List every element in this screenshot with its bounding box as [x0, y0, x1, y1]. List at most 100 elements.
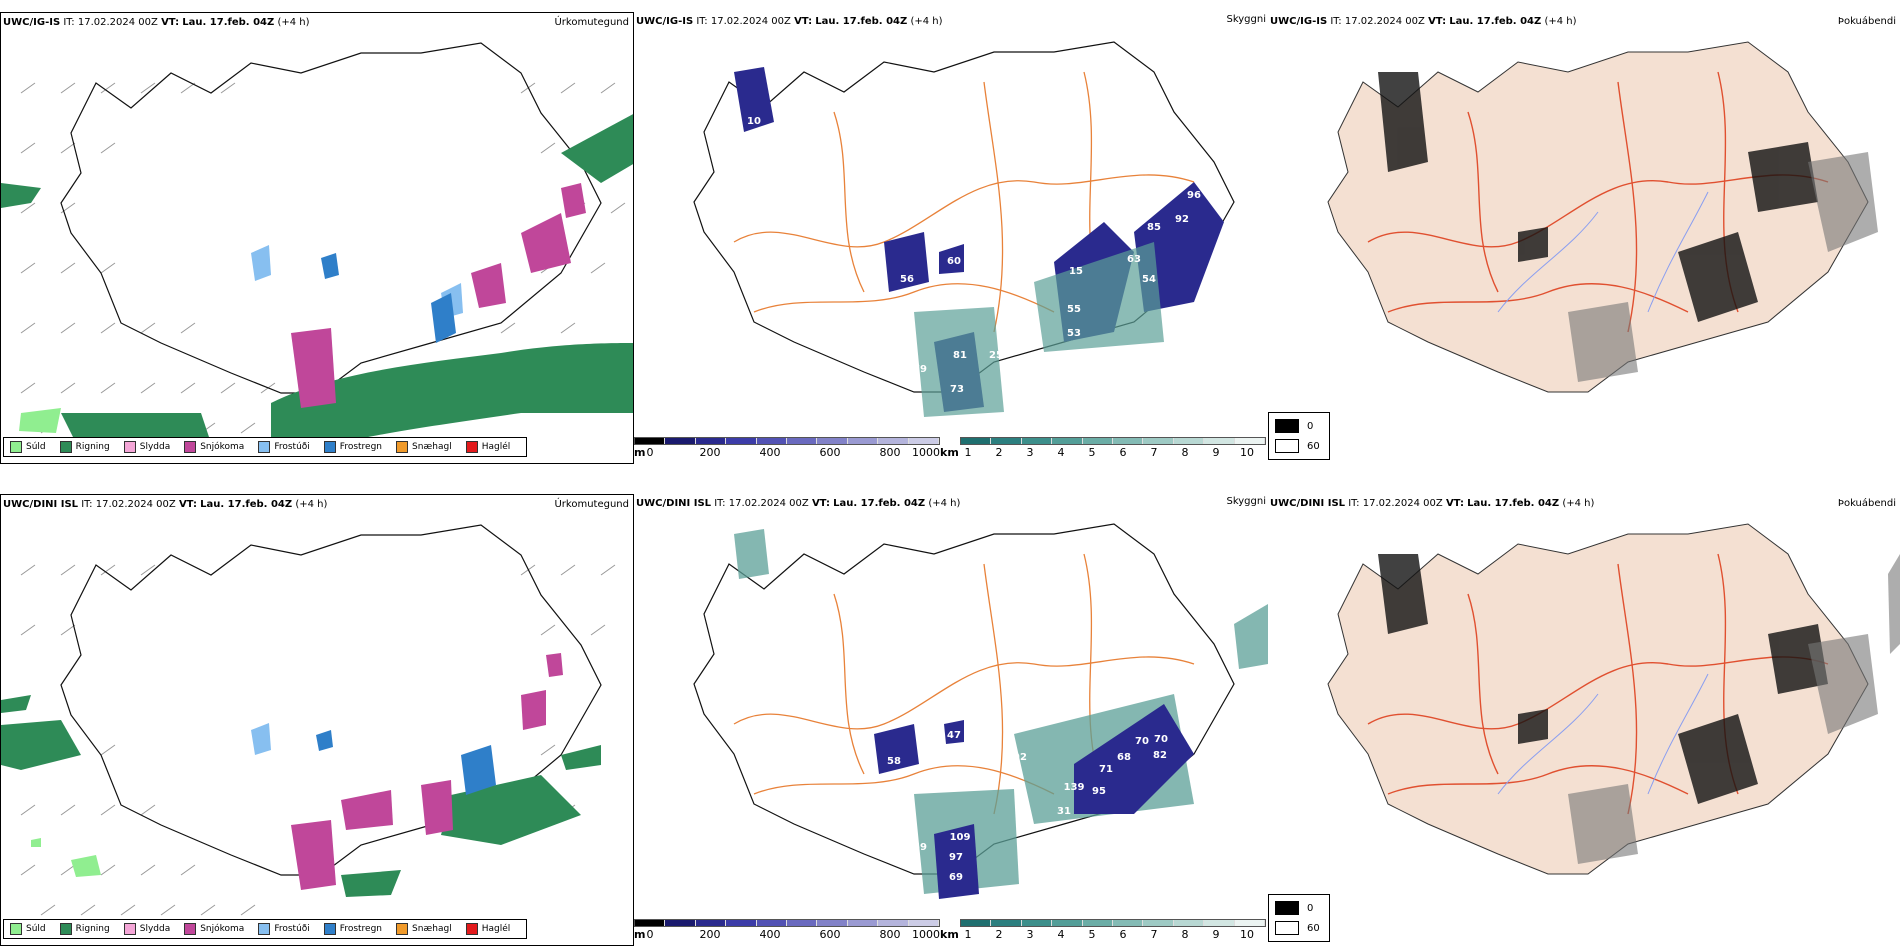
cloud-label: 70	[1135, 736, 1149, 747]
ceiling-colorbar	[634, 437, 940, 445]
cloud-label: 54	[1142, 274, 1156, 285]
swatch	[396, 441, 409, 453]
cloud-label: 73	[950, 384, 964, 395]
cloud-label: 60	[947, 256, 961, 267]
cloud-label: 79	[913, 364, 927, 375]
cloud-label: 92	[1175, 214, 1189, 225]
cloud-map: 10 56 60 108 15 55 53 81 79 73 25 96 92 …	[693, 41, 1235, 417]
cloud-label: 68	[1117, 752, 1131, 763]
legend-item: Frostúði	[258, 441, 310, 453]
visibility-unit: km	[940, 928, 959, 941]
swatch	[59, 923, 72, 935]
cloud-label: 15	[1069, 266, 1083, 277]
ceiling-unit: m	[634, 446, 646, 459]
precip-panel-bottom: UWC/DINI ISL IT: 17.02.2024 00Z VT: Lau.…	[0, 494, 634, 946]
legend-item: Snjókoma	[184, 441, 244, 453]
cloud-label: 97	[949, 852, 963, 863]
cloud-label: 25	[989, 350, 1003, 361]
precip-panel-top: UWC/IG-IS IT: 17.02.2024 00Z VT: Lau. 17…	[0, 12, 634, 464]
cloud-label: 139	[1064, 782, 1085, 793]
legend-item: Slydda	[123, 923, 170, 935]
swatch	[258, 441, 271, 453]
cloud-label: 10	[747, 116, 761, 127]
visibility-colorbar	[960, 919, 1266, 927]
panel-title: UWC/IG-IS IT: 17.02.2024 00Z VT: Lau. 17…	[1270, 16, 1577, 27]
swatch	[184, 441, 197, 453]
legend-item: Haglél	[465, 441, 510, 453]
cloud-label: 85	[1147, 222, 1161, 233]
swatch	[10, 441, 22, 453]
visibility-unit: km	[940, 446, 959, 459]
legend-item: Snæhagl	[396, 441, 452, 453]
cloud-label: 56	[900, 274, 914, 285]
swatch	[323, 923, 336, 935]
fog-map	[1327, 523, 1900, 875]
fog-map	[1327, 41, 1878, 393]
ceiling-colorbar	[634, 919, 940, 927]
cloud-title: Skyggni	[1226, 496, 1266, 507]
legend-item: Frostúði	[258, 923, 310, 935]
cloud-label: 74	[1175, 666, 1189, 677]
cloud-label: 95	[1092, 786, 1106, 797]
cloud-label: 31	[1057, 806, 1071, 817]
swatch	[258, 923, 271, 935]
precip-title: Úrkomutegund	[554, 499, 629, 510]
legend-item: Súld	[10, 923, 46, 935]
swatch	[396, 923, 409, 935]
legend-item: 60	[1275, 439, 1320, 453]
cloud-title: Skyggni	[1226, 14, 1266, 25]
cloud-map: 58 47 92 139 71 68 70 70 82 74 95 31 109…	[693, 523, 1268, 899]
fog-panel-bottom: UWC/DINI ISL IT: 17.02.2024 00Z VT: Lau.…	[1268, 494, 1900, 946]
fog-title: Þokuábendi	[1837, 16, 1896, 27]
precip-map	[1, 524, 616, 916]
fog-panel-top: UWC/IG-IS IT: 17.02.2024 00Z VT: Lau. 17…	[1268, 12, 1900, 464]
precip-legend: Súld Rigning Slydda Snjókoma Frostúði Fr…	[3, 919, 528, 939]
swatch	[465, 441, 478, 453]
cloud-panel-bottom: UWC/DINI ISL IT: 17.02.2024 00Z VT: Lau.…	[634, 494, 1268, 946]
swatch	[465, 923, 478, 935]
precip-title: Úrkomutegund	[554, 17, 629, 28]
cloud-label: 53	[1067, 328, 1081, 339]
precip-map	[1, 42, 633, 453]
legend-item: Frostregn	[323, 441, 382, 453]
swatch	[123, 441, 136, 453]
cloud-label: 47	[947, 730, 961, 741]
panel-title: UWC/DINI ISL IT: 17.02.2024 00Z VT: Lau.…	[636, 498, 961, 509]
panel-title: UWC/IG-IS IT: 17.02.2024 00Z VT: Lau. 17…	[3, 17, 310, 28]
legend-item: Súld	[10, 441, 46, 453]
cloud-label: 59	[913, 842, 927, 853]
cloud-panel-top: UWC/IG-IS IT: 17.02.2024 00Z VT: Lau. 17…	[634, 12, 1268, 464]
panel-title: UWC/IG-IS IT: 17.02.2024 00Z VT: Lau. 17…	[636, 16, 943, 27]
panel-title: UWC/DINI ISL IT: 17.02.2024 00Z VT: Lau.…	[3, 499, 328, 510]
cloud-label: 81	[953, 350, 967, 361]
legend-item: Rigning	[59, 923, 110, 935]
legend-item: Snjókoma	[184, 923, 244, 935]
panel-title: UWC/DINI ISL IT: 17.02.2024 00Z VT: Lau.…	[1270, 498, 1595, 509]
fog-legend: 0 60	[1268, 894, 1330, 942]
ceiling-unit: m	[634, 928, 646, 941]
legend-item: 0	[1275, 419, 1313, 433]
fog-title: Þokuábendi	[1837, 498, 1896, 509]
visibility-colorbar	[960, 437, 1266, 445]
cloud-label: 109	[950, 832, 971, 843]
legend-item: Frostregn	[323, 923, 382, 935]
cloud-label: 108	[906, 300, 927, 311]
legend-item: Haglél	[465, 923, 510, 935]
cloud-label: 63	[1127, 254, 1141, 265]
precip-legend: Súld Rigning Slydda Snjókoma Frostúði Fr…	[3, 437, 528, 457]
legend-item: Rigning	[59, 441, 110, 453]
cloud-label: 69	[949, 872, 963, 883]
legend-item: 60	[1275, 921, 1320, 935]
cloud-label: 96	[1187, 190, 1201, 201]
cloud-label: 58	[887, 756, 901, 767]
cloud-label: 55	[1067, 304, 1081, 315]
swatch	[323, 441, 336, 453]
cloud-label: 92	[1013, 752, 1027, 763]
legend-item: Slydda	[123, 441, 170, 453]
fog-legend: 0 60	[1268, 412, 1330, 460]
legend-item: 0	[1275, 901, 1313, 915]
swatch	[184, 923, 197, 935]
cloud-label: 70	[1154, 734, 1168, 745]
swatch	[123, 923, 136, 935]
cloud-label: 82	[1153, 750, 1167, 761]
